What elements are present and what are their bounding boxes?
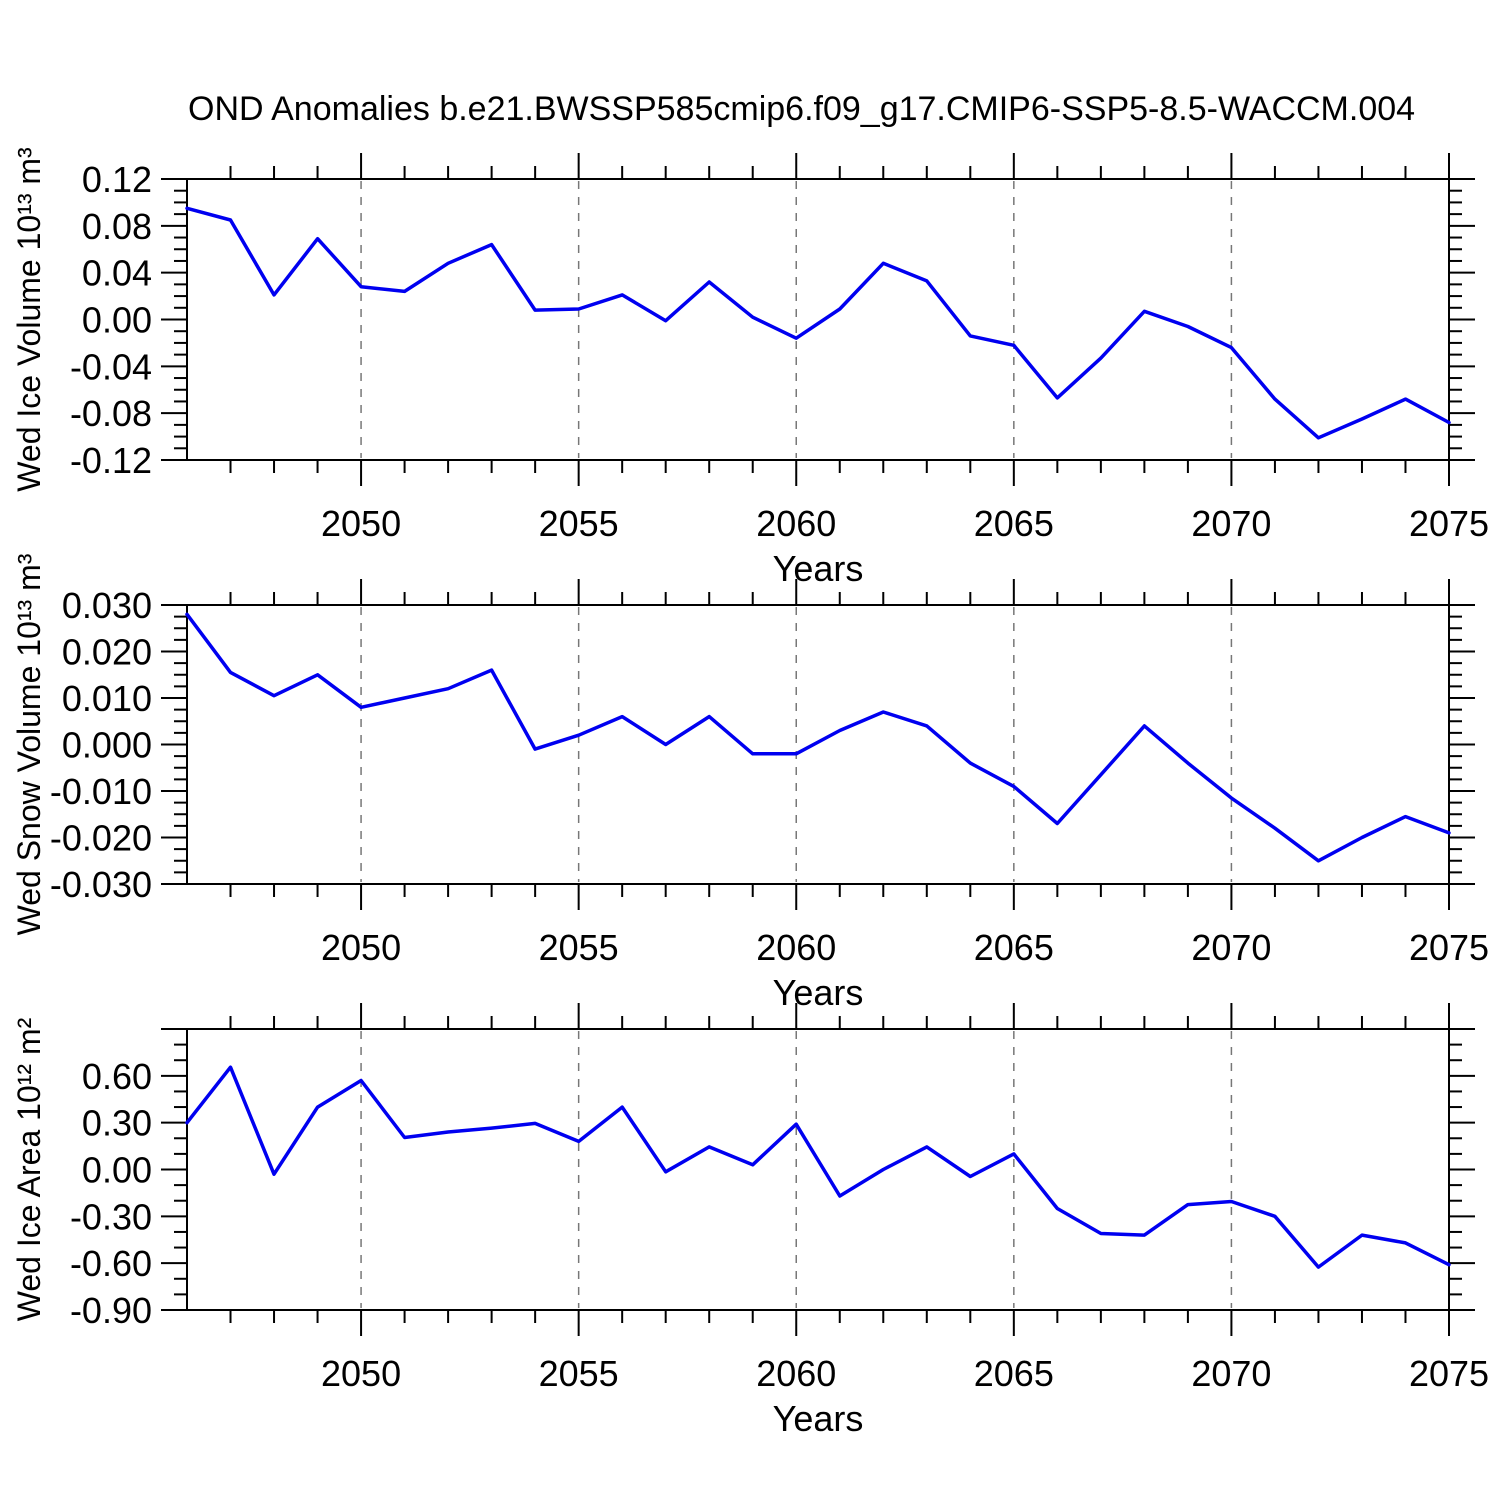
panel-2-y-tick-label: 0.030 — [62, 585, 152, 626]
panel-2-y-tick-label: -0.010 — [50, 771, 152, 812]
panel-3-x-tick-label: 2060 — [756, 1353, 836, 1394]
panel-3-y-tick-label: 0.60 — [82, 1056, 152, 1097]
panel-3-y-tick-label: 0.30 — [82, 1103, 152, 1144]
chart-title: OND Anomalies b.e21.BWSSP585cmip6.f09_g1… — [188, 90, 1416, 128]
panel-1-y-tick-label: 0.00 — [82, 300, 152, 341]
panel-1-y-tick-label: -0.04 — [70, 346, 152, 387]
panel-3-y-tick-label: -0.30 — [70, 1196, 152, 1237]
panel-3-y-tick-label: -0.60 — [70, 1243, 152, 1284]
panel-1-y-tick-label: 0.08 — [82, 206, 152, 247]
panel-2-y-tick-label: -0.030 — [50, 864, 152, 905]
panel-1-y-tick-label: 0.04 — [82, 253, 152, 294]
panel-2-x-tick-label: 2070 — [1191, 927, 1271, 968]
panel-2-x-tick-label: 2050 — [321, 927, 401, 968]
panel-3-x-tick-label: 2050 — [321, 1353, 401, 1394]
panel-3-y-tick-label: -0.90 — [70, 1290, 152, 1331]
data-line-wed-snow-volume — [185, 612, 1451, 863]
panel-3-x-tick-label: 2075 — [1409, 1353, 1489, 1394]
panel-2-y-tick-label: 0.000 — [62, 725, 152, 766]
panel-2-x-tick-label: 2060 — [756, 927, 836, 968]
panel-1-y-tick-label: 0.12 — [82, 159, 152, 200]
data-line-wed-ice-volume — [185, 206, 1451, 440]
panel-2-y-tick-label: -0.020 — [50, 818, 152, 859]
panel-1-y-axis-title: Wed Ice Volume 10¹³ m³ — [11, 147, 47, 492]
panel-1-x-axis-title: Years — [773, 548, 864, 589]
panel-2-x-tick-label: 2065 — [974, 927, 1054, 968]
panel-1-y-tick-label: -0.12 — [70, 440, 152, 481]
panel-2-y-tick-label: 0.010 — [62, 678, 152, 719]
panel-1-x-tick-label: 2065 — [974, 503, 1054, 544]
panel-2-y-tick-label: 0.020 — [62, 632, 152, 673]
panel-2-x-tick-label: 2055 — [539, 927, 619, 968]
panel-3-x-tick-label: 2070 — [1191, 1353, 1271, 1394]
panel-2-x-tick-label: 2075 — [1409, 927, 1489, 968]
panel-3-border — [186, 1028, 1450, 1311]
panel-1-y-tick-label: -0.08 — [70, 393, 152, 434]
panel-3-y-tick-label: 0.00 — [82, 1150, 152, 1191]
panel-3-x-tick-label: 2065 — [974, 1353, 1054, 1394]
panel-2-x-axis-title: Years — [773, 972, 864, 1013]
panel-1-x-tick-label: 2060 — [756, 503, 836, 544]
panel-1-x-tick-label: 2075 — [1409, 503, 1489, 544]
data-line-wed-ice-area — [185, 1065, 1451, 1269]
panel-3-x-axis-title: Years — [773, 1398, 864, 1439]
panel-1-x-tick-label: 2055 — [539, 503, 619, 544]
panel-2-y-axis-title: Wed Snow Volume 10¹³ m³ — [11, 553, 47, 935]
panel-3-x-tick-label: 2055 — [539, 1353, 619, 1394]
panel-1-x-tick-label: 2070 — [1191, 503, 1271, 544]
panel-3-y-axis-title: Wed Ice Area 10¹² m² — [11, 1017, 47, 1321]
panel-1-border — [186, 178, 1450, 461]
panel-1-x-tick-label: 2050 — [321, 503, 401, 544]
panel-2-border — [186, 604, 1450, 885]
